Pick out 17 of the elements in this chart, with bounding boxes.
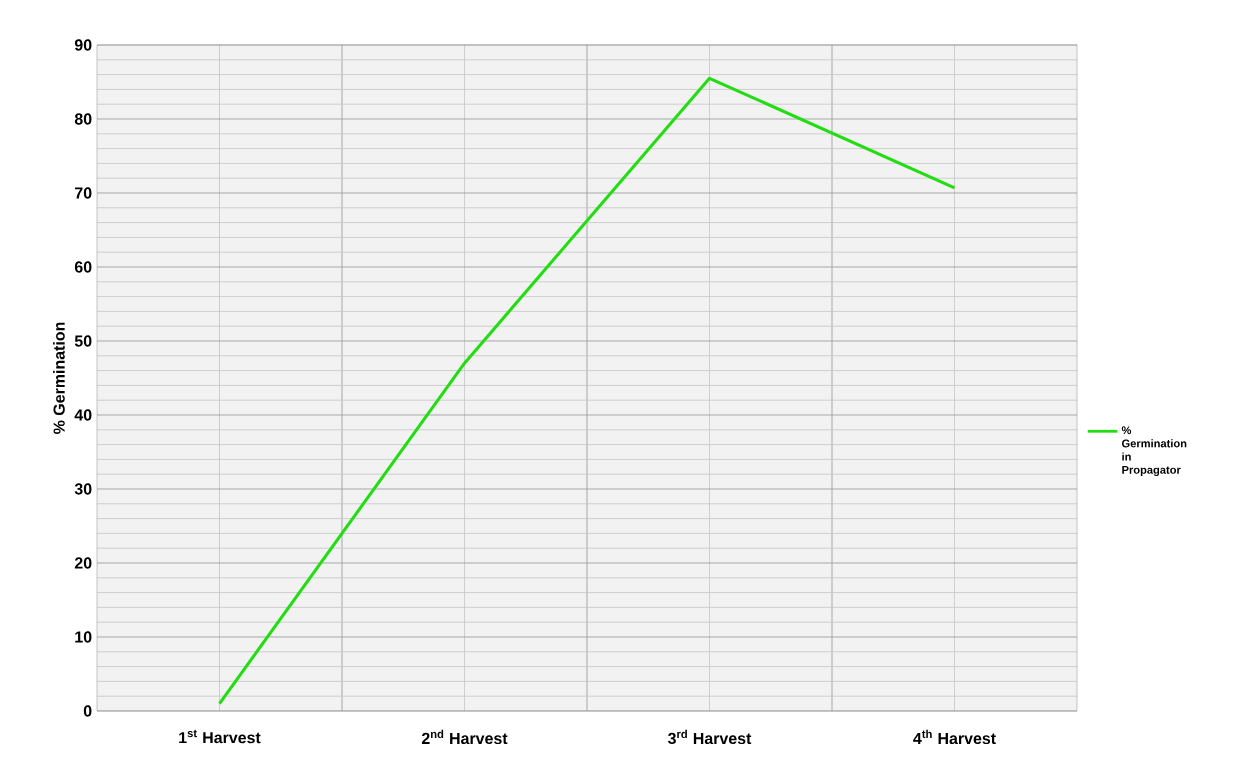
y-tick-label: 70: [75, 187, 92, 199]
y-tick-label: 10: [75, 631, 92, 643]
y-tick-label: 20: [74, 557, 92, 569]
y-tick-label: 40: [74, 409, 92, 421]
y-tick-label: 80: [74, 113, 92, 125]
y-tick-label: 90: [74, 39, 92, 51]
x-tick-label: 3$^{rd}$ Harvest: [667, 729, 752, 745]
y-axis-title: % Germination: [53, 322, 65, 434]
y-tick-label: 30: [74, 483, 92, 495]
legend-label: % Germination in Propagator: [1121, 426, 1187, 477]
y-tick-label: 0: [83, 705, 92, 717]
x-tick-label: 4$^{th}$ Harvest: [913, 729, 996, 745]
y-tick-label: 60: [74, 261, 92, 273]
y-tick-label: 50: [74, 335, 92, 347]
x-tick-label: 1$^{st}$ Harvest: [179, 729, 261, 744]
line-series: [217, 76, 957, 706]
x-tick-label: 2$^{nd}$ Harvest: [421, 729, 508, 745]
